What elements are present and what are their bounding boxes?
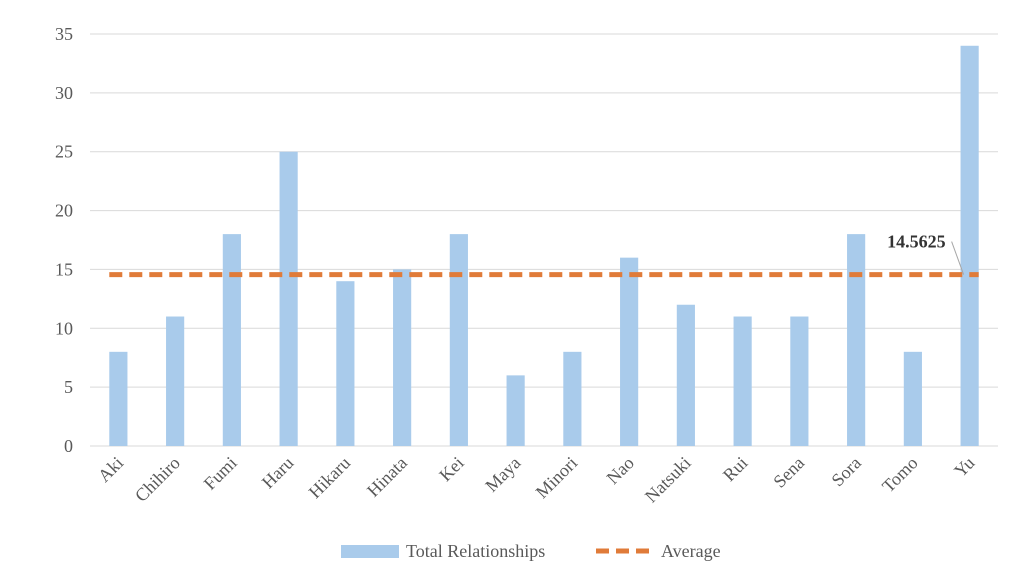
y-tick-label: 15 xyxy=(55,259,73,279)
bar-rui xyxy=(733,316,752,446)
bar-yu xyxy=(960,45,979,447)
x-tick-label: Chihiro xyxy=(131,453,184,506)
x-axis-ticks: Aki Chihiro Fumi Haru Hikaru Hinata Kei Maya Min… xyxy=(94,453,978,507)
x-tick-label: Kei xyxy=(435,453,468,486)
bar-aki xyxy=(109,351,128,446)
x-tick-label: Hinata xyxy=(363,453,411,501)
x-tick-label: Rui xyxy=(719,453,752,486)
legend: Total Relationships Average xyxy=(341,541,721,561)
bar-sena xyxy=(790,316,809,446)
bar-maya xyxy=(506,375,525,446)
x-tick-label: Yu xyxy=(950,453,978,481)
x-tick-label: Maya xyxy=(481,453,524,496)
y-tick-label: 25 xyxy=(55,142,73,162)
y-tick-label: 35 xyxy=(55,24,73,44)
x-tick-label: Natsuki xyxy=(641,453,695,507)
bar-tomo xyxy=(903,351,922,446)
y-tick-label: 30 xyxy=(55,83,73,103)
y-tick-label: 0 xyxy=(64,436,73,456)
y-tick-label: 5 xyxy=(64,377,73,397)
x-tick-label: Aki xyxy=(94,453,127,486)
y-tick-label: 10 xyxy=(55,318,73,338)
bar-nao xyxy=(620,257,639,446)
bar-kei xyxy=(449,234,468,446)
x-tick-label: Hikaru xyxy=(305,453,354,502)
bar-series xyxy=(109,45,979,447)
y-axis-ticks: 0 5 10 15 20 25 30 35 xyxy=(55,24,73,456)
average-label-leader xyxy=(951,241,965,275)
legend-swatch-total-relationships xyxy=(341,545,399,558)
bar-hinata xyxy=(393,269,412,446)
bar-chihiro xyxy=(166,316,185,446)
bar-sora xyxy=(847,234,866,446)
gridlines xyxy=(90,33,998,388)
legend-label-average: Average xyxy=(661,541,721,561)
x-tick-label: Haru xyxy=(258,453,298,493)
x-tick-label: Fumi xyxy=(200,453,241,494)
x-tick-label: Sora xyxy=(827,453,864,490)
bar-hikaru xyxy=(336,281,355,446)
bar-natsuki xyxy=(676,304,695,446)
average-data-label: 14.5625 xyxy=(887,232,946,252)
bar-fumi xyxy=(222,234,241,446)
legend-label-total-relationships: Total Relationships xyxy=(406,541,545,561)
bar-haru xyxy=(279,151,298,446)
x-tick-label: Minori xyxy=(532,453,582,503)
x-tick-label: Tomo xyxy=(878,453,922,497)
bar-minori xyxy=(563,351,582,446)
x-tick-label: Nao xyxy=(603,453,638,488)
y-tick-label: 20 xyxy=(55,201,73,221)
x-tick-label: Sena xyxy=(769,453,808,492)
